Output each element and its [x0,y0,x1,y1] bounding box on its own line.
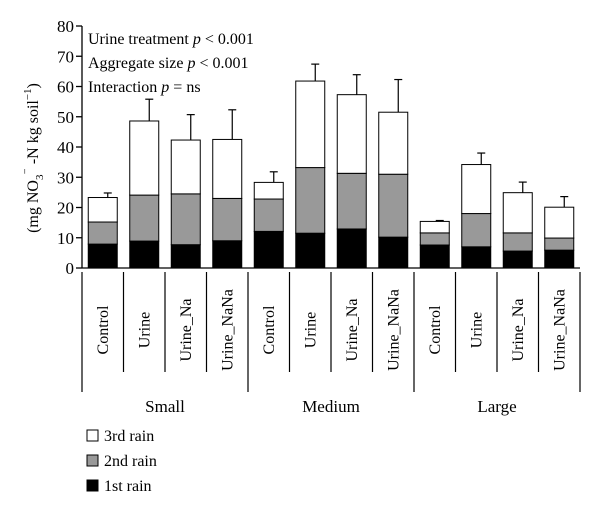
bar-1st-rain-2 [170,244,201,269]
y-tick-label-10: 10 [57,229,74,248]
bar-3rd-rain-9 [461,164,492,215]
stat-annotation-label-1: Aggregate size [88,55,188,72]
bar-3rd-rain-1 [129,120,160,196]
legend-swatch-1st-rain [86,479,99,492]
bar-1st-rain-1 [129,240,160,269]
y-tick-label-50: 50 [57,108,74,127]
x-category-label-10: Urine_Na [510,298,527,361]
bar-1st-rain-6 [336,228,367,269]
x-category-label-9: Urine [468,312,485,348]
bar-1st-rain-8 [419,244,450,269]
plot-area: 0 10 20 30 40 50 60 70 80 Control Urine Urine_Na Uri… [57,17,581,495]
stat-annotation-value-1: < 0.001 [196,55,249,72]
x-category-label-7: Urine_NaNa [385,289,402,371]
y-axis-label-sub: 3 [34,174,46,180]
stat-annotation-value-0: < 0.001 [201,31,254,48]
y-tick-label-0: 0 [66,259,75,278]
x-category-label-5: Urine [302,312,319,348]
bar-1st-rain-5 [295,232,326,269]
stat-annotation-label-0: Urine treatment [88,31,193,48]
y-axis-label-sup-exp: −1 [22,88,34,100]
bar-1st-rain-3 [212,240,243,269]
y-tick-label-70: 70 [57,47,74,66]
bar-3rd-rain-3 [212,138,243,199]
x-group-label-large: Large [477,397,516,416]
x-category-label-6: Urine_Na [344,298,361,361]
bar-2nd-rain-0 [87,221,118,245]
bar-3rd-rain-11 [544,206,575,239]
bar-2nd-rain-4 [253,198,284,232]
legend-label-2nd-rain: 2nd rain [104,453,157,470]
bar-1st-rain-7 [378,236,409,269]
x-group-label-small: Small [145,397,185,416]
bar-2nd-rain-8 [419,232,450,246]
x-category-label-3: Urine_NaNa [219,289,236,371]
bar-2nd-rain-7 [378,173,409,238]
y-tick-label-40: 40 [57,138,74,157]
bar-3rd-rain-8 [419,220,450,234]
y-tick-label-30: 30 [57,168,74,187]
legend-label-1st-rain: 1st rain [104,478,152,495]
legend-swatch-3rd-rain [86,429,99,442]
bar-2nd-rain-5 [295,167,326,234]
stat-annotation-var-2: p [160,79,169,96]
bar-3rd-rain-0 [87,197,118,223]
bar-3rd-rain-6 [336,94,367,174]
stat-annotation-label-2: Interaction [88,79,161,96]
bar-2nd-rain-11 [544,237,575,251]
x-category-label-0: Control [95,305,112,354]
stat-annotation-value-2: = ns [169,79,200,96]
bar-2nd-rain-2 [170,193,201,246]
bar-1st-rain-11 [544,249,575,269]
y-axis-label-part-1: (mg NO [25,180,42,233]
y-tick-label-80: 80 [57,17,74,36]
legend-label-3rd-rain: 3rd rain [104,428,154,445]
stat-annotation-var-0: p [192,31,201,48]
stat-annotation-var-1: p [187,55,196,72]
stat-annotation-2: Interaction p = ns [88,79,201,96]
y-axis-label-sup-minus: ⁻ [20,168,34,174]
y-axis-label-part-2: -N kg soil [25,100,42,169]
y-axis-label-part-3: ) [25,83,42,88]
stat-annotation-1: Aggregate size p < 0.001 [88,55,249,72]
x-category-label-1: Urine [136,312,153,348]
bar-2nd-rain-10 [502,232,533,252]
bar-2nd-rain-3 [212,197,243,242]
y-axis-label: (mg NO3⁻ -N kg soil−1) [20,83,46,233]
bar-2nd-rain-9 [461,213,492,248]
x-category-label-2: Urine_Na [178,298,195,361]
x-group-label-medium: Medium [302,397,360,416]
x-category-label-11: Urine_NaNa [551,289,568,371]
bar-2nd-rain-6 [336,172,367,230]
bar-1st-rain-9 [461,246,492,269]
y-tick-label-60: 60 [57,78,74,97]
y-tick-label-20: 20 [57,199,74,218]
legend-swatch-2nd-rain [86,454,99,467]
bar-2nd-rain-1 [129,194,160,242]
bar-3rd-rain-7 [378,111,409,175]
x-category-label-8: Control [427,305,444,354]
bar-1st-rain-4 [253,230,284,269]
bar-1st-rain-0 [87,243,118,269]
bar-3rd-rain-10 [502,192,533,234]
bar-1st-rain-10 [502,250,533,269]
bar-3rd-rain-4 [253,181,284,200]
bar-3rd-rain-2 [170,139,201,195]
bar-3rd-rain-5 [295,80,326,169]
stat-annotation-0: Urine treatment p < 0.001 [88,31,254,48]
x-category-label-4: Control [261,305,278,354]
